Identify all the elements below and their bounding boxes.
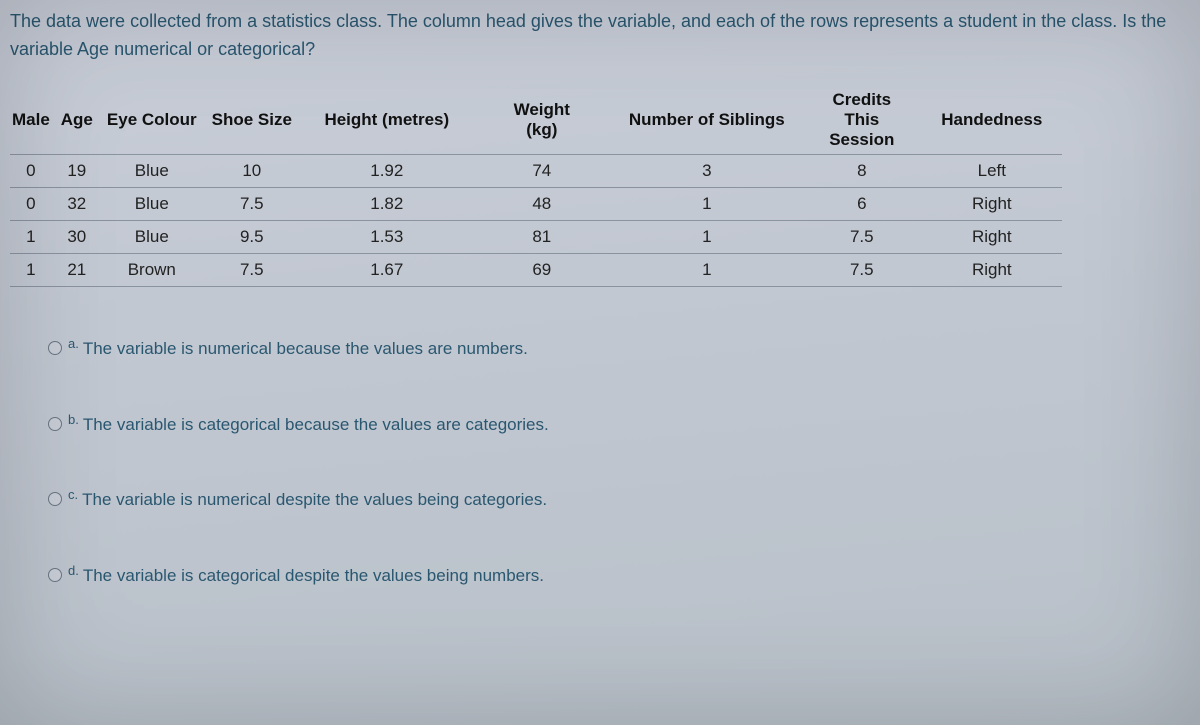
- option-letter: c.: [68, 487, 78, 502]
- cell-male: 1: [10, 220, 52, 253]
- cell-male: 1: [10, 253, 52, 286]
- cell-weight: 69: [472, 253, 612, 286]
- credits-line3: Session: [829, 130, 894, 149]
- cell-hand: Right: [922, 253, 1062, 286]
- option-b[interactable]: b. The variable is categorical because t…: [48, 413, 1190, 437]
- cell-credits: 8: [802, 154, 922, 187]
- cell-age: 19: [52, 154, 102, 187]
- col-age: Age: [52, 86, 102, 155]
- cell-siblings: 1: [612, 220, 802, 253]
- question-text: The data were collected from a statistic…: [10, 8, 1190, 64]
- cell-eye: Brown: [102, 253, 202, 286]
- col-weight: Weight (kg): [472, 86, 612, 155]
- weight-line2: (kg): [526, 120, 557, 139]
- cell-eye: Blue: [102, 220, 202, 253]
- option-letter: a.: [68, 336, 79, 351]
- cell-siblings: 1: [612, 253, 802, 286]
- radio-icon[interactable]: [48, 417, 62, 431]
- cell-credits: 7.5: [802, 253, 922, 286]
- credits-line2: This: [844, 110, 879, 129]
- table-row: 0 19 Blue 10 1.92 74 3 8 Left: [10, 154, 1062, 187]
- cell-age: 21: [52, 253, 102, 286]
- cell-weight: 48: [472, 187, 612, 220]
- cell-height: 1.67: [302, 253, 472, 286]
- cell-male: 0: [10, 154, 52, 187]
- col-hand: Handedness: [922, 86, 1062, 155]
- credits-line1: Credits: [833, 90, 892, 109]
- col-shoe: Shoe Size: [202, 86, 302, 155]
- cell-siblings: 3: [612, 154, 802, 187]
- cell-hand: Left: [922, 154, 1062, 187]
- cell-credits: 7.5: [802, 220, 922, 253]
- data-table: Male Age Eye Colour Shoe Size Height (me…: [10, 86, 1062, 287]
- table-row: 1 21 Brown 7.5 1.67 69 1 7.5 Right: [10, 253, 1062, 286]
- option-letter: d.: [68, 563, 79, 578]
- cell-male: 0: [10, 187, 52, 220]
- cell-shoe: 9.5: [202, 220, 302, 253]
- cell-height: 1.82: [302, 187, 472, 220]
- cell-height: 1.53: [302, 220, 472, 253]
- table-row: 0 32 Blue 7.5 1.82 48 1 6 Right: [10, 187, 1062, 220]
- option-c[interactable]: c. The variable is numerical despite the…: [48, 488, 1190, 512]
- col-eye: Eye Colour: [102, 86, 202, 155]
- weight-line1: Weight: [514, 100, 570, 119]
- cell-age: 30: [52, 220, 102, 253]
- radio-icon[interactable]: [48, 341, 62, 355]
- cell-siblings: 1: [612, 187, 802, 220]
- answer-options: a. The variable is numerical because the…: [10, 337, 1190, 588]
- option-text: The variable is numerical because the va…: [83, 337, 528, 361]
- option-text: The variable is numerical despite the va…: [82, 488, 547, 512]
- col-credits: Credits This Session: [802, 86, 922, 155]
- cell-shoe: 7.5: [202, 253, 302, 286]
- table-header-row: Male Age Eye Colour Shoe Size Height (me…: [10, 86, 1062, 155]
- cell-weight: 74: [472, 154, 612, 187]
- cell-shoe: 7.5: [202, 187, 302, 220]
- option-a[interactable]: a. The variable is numerical because the…: [48, 337, 1190, 361]
- radio-icon[interactable]: [48, 492, 62, 506]
- cell-credits: 6: [802, 187, 922, 220]
- option-text: The variable is categorical because the …: [83, 413, 549, 437]
- col-height: Height (metres): [302, 86, 472, 155]
- cell-age: 32: [52, 187, 102, 220]
- col-male: Male: [10, 86, 52, 155]
- col-siblings: Number of Siblings: [612, 86, 802, 155]
- option-text: The variable is categorical despite the …: [83, 564, 544, 588]
- option-d[interactable]: d. The variable is categorical despite t…: [48, 564, 1190, 588]
- cell-height: 1.92: [302, 154, 472, 187]
- cell-eye: Blue: [102, 154, 202, 187]
- table-row: 1 30 Blue 9.5 1.53 81 1 7.5 Right: [10, 220, 1062, 253]
- option-letter: b.: [68, 412, 79, 427]
- cell-weight: 81: [472, 220, 612, 253]
- cell-eye: Blue: [102, 187, 202, 220]
- radio-icon[interactable]: [48, 568, 62, 582]
- cell-shoe: 10: [202, 154, 302, 187]
- cell-hand: Right: [922, 220, 1062, 253]
- cell-hand: Right: [922, 187, 1062, 220]
